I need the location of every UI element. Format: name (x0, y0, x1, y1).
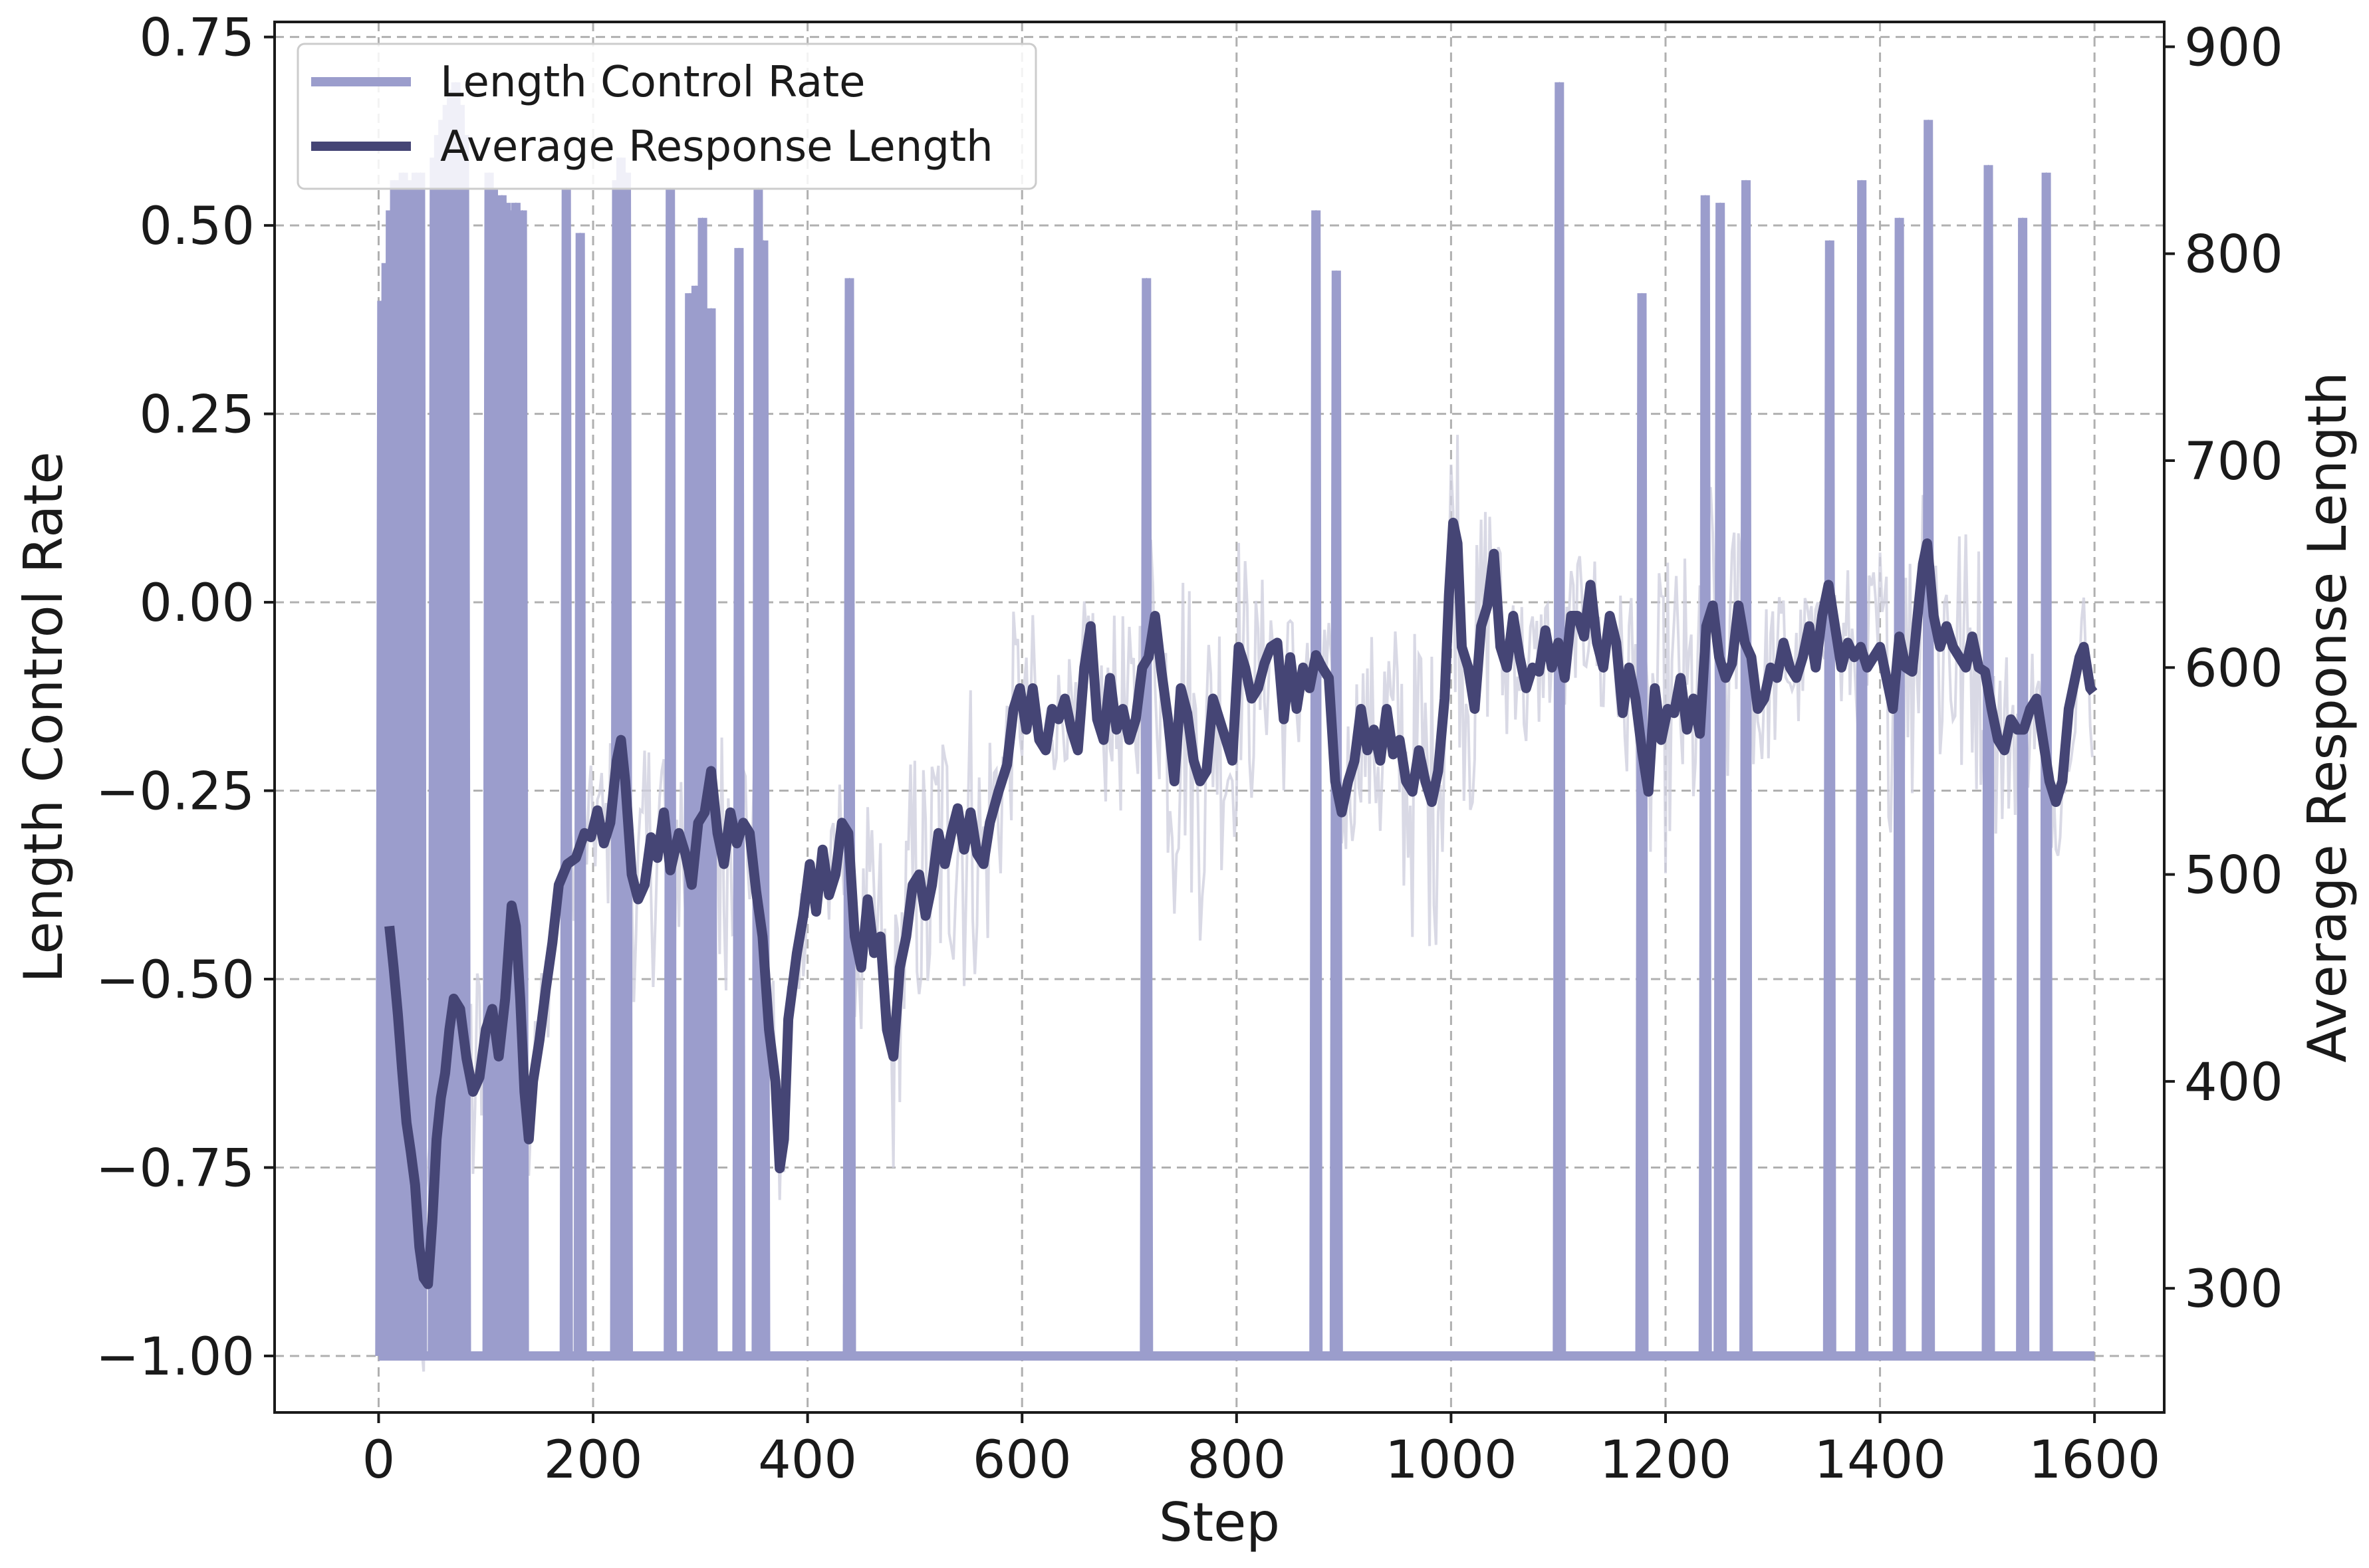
length-control-rate-spike (763, 240, 764, 241)
length-control-rate-spike (1745, 179, 1747, 181)
x-tick-label: 0 (362, 1430, 396, 1490)
y-left-tick-label: 0.75 (139, 9, 255, 68)
legend-label-length-control-rate: Length Control Rate (440, 58, 866, 107)
y-axis-right-title: Average Response Length (2297, 372, 2358, 1063)
length-control-rate-spike (510, 210, 511, 211)
average-response-length-series (384, 517, 2098, 1289)
y-left-tick-label: −0.25 (96, 762, 255, 822)
x-tick-label: 200 (544, 1430, 643, 1490)
length-control-rate-spike (1829, 240, 1830, 241)
response-length-raw-line (388, 435, 2094, 1372)
x-tick-label: 400 (758, 1430, 857, 1490)
length-control-rate-spike (689, 292, 690, 294)
y-left-tick-label: 0.50 (139, 197, 255, 257)
y-left-tick-label: −0.75 (96, 1139, 255, 1198)
y-left-tick-label: −1.00 (96, 1327, 255, 1387)
y-right-tick-label: 400 (2184, 1053, 2283, 1113)
y-right-tick-label: 500 (2184, 846, 2283, 906)
y-right-tick-label: 800 (2184, 225, 2283, 285)
y-left-tick-label: 0.25 (139, 386, 255, 445)
y-axis-left-title: Length Control Rate (13, 451, 74, 982)
length-control-rate-spike (522, 210, 523, 211)
average-response-length-line (384, 517, 2098, 1289)
legend-label-average-response-length: Average Response Length (440, 122, 993, 171)
length-control-rate-spike (849, 278, 850, 279)
length-control-rate-spike (702, 217, 703, 219)
y-right-tick-label: 600 (2184, 639, 2283, 699)
length-control-rate-spike (390, 210, 391, 211)
length-control-rate-spike (1146, 278, 1147, 279)
axis-ticks: 0 200 400 600 800 1000 1200 1400 1600 0.75 0.50 0.2… (96, 9, 2283, 1490)
y-left-tick-label: −0.50 (96, 951, 255, 1010)
x-axis-title: Step (1159, 1492, 1280, 1553)
y-right-tick-label: 900 (2184, 18, 2283, 78)
length-control-rate-spike (2046, 172, 2047, 173)
legend: Length Control Rate Average Response Len… (297, 43, 1037, 190)
x-tick-label: 800 (1187, 1430, 1286, 1490)
plot-frame (273, 21, 2166, 1414)
legend-box (297, 43, 1037, 190)
x-tick-label: 1200 (1600, 1430, 1732, 1490)
x-tick-label: 1400 (1814, 1430, 1946, 1490)
y-left-tick-label: 0.00 (139, 574, 255, 633)
x-tick-label: 1000 (1385, 1430, 1517, 1490)
response-length-raw-band (388, 435, 2094, 1372)
x-tick-label: 600 (973, 1430, 1072, 1490)
x-tick-label: 1600 (2029, 1430, 2161, 1490)
length-control-rate-spike (1988, 164, 1989, 166)
length-control-rate-spike (695, 285, 697, 286)
length-control-rate-spike (1899, 217, 1900, 219)
y-right-tick-label: 700 (2184, 432, 2283, 492)
y-right-tick-label: 300 (2184, 1260, 2283, 1319)
